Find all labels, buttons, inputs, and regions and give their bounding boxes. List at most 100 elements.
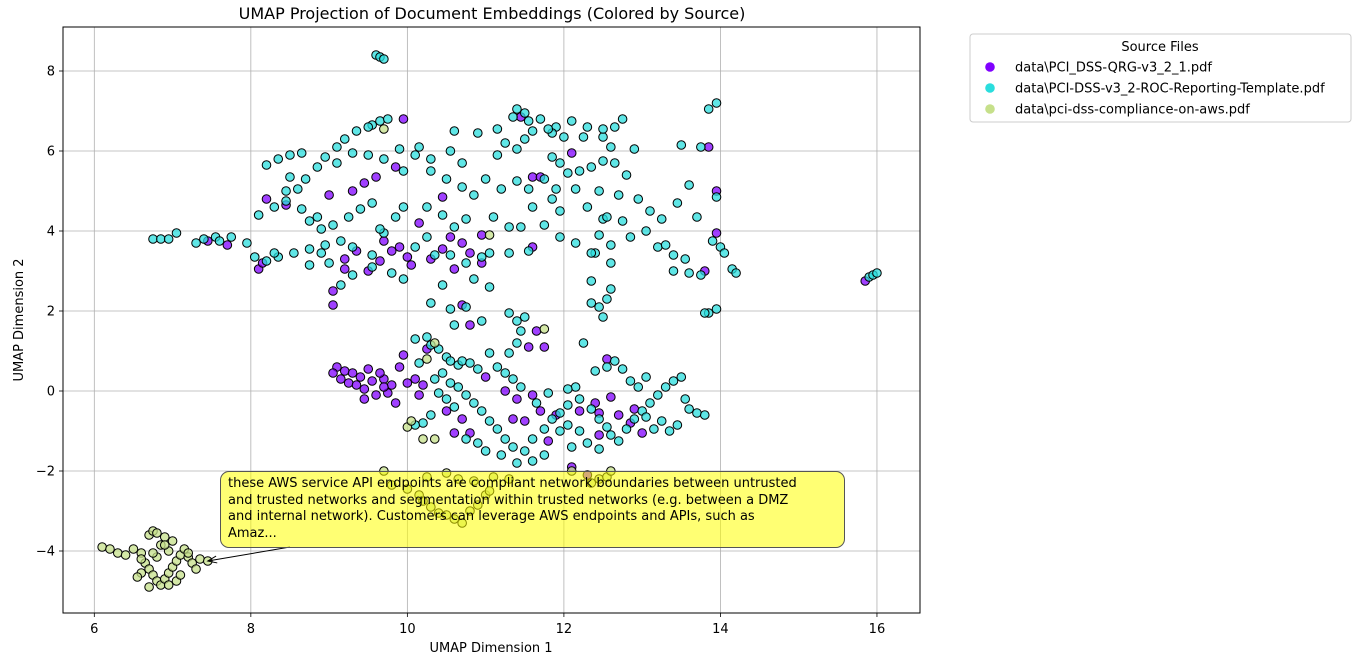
scatter-point xyxy=(484,416,495,426)
scatter-point xyxy=(402,252,413,262)
scatter-point xyxy=(347,242,358,252)
scatter-point xyxy=(711,228,722,238)
scatter-point xyxy=(367,250,377,260)
scatter-point xyxy=(606,430,616,440)
scatter-point xyxy=(328,300,338,310)
scatter-point xyxy=(711,304,722,314)
scatter-point xyxy=(598,124,608,134)
scatter-point xyxy=(332,158,342,168)
scatter-point xyxy=(226,232,237,242)
legend-entry-label: data\PCI-DSS-v3_2-ROC-Reporting-Template… xyxy=(1015,82,1325,97)
scatter-point xyxy=(191,564,201,574)
scatter-point xyxy=(461,214,471,224)
scatter-point xyxy=(653,242,663,252)
scatter-point xyxy=(300,174,311,184)
scatter-point xyxy=(594,230,604,240)
scatter-point xyxy=(613,410,624,420)
scatter-point xyxy=(269,248,280,258)
scatter-point xyxy=(492,150,503,160)
scatter-point xyxy=(422,354,432,364)
scatter-point xyxy=(402,378,413,388)
scatter-point xyxy=(641,226,651,236)
scatter-point xyxy=(152,528,162,538)
scatter-point xyxy=(437,368,448,378)
scatter-point xyxy=(594,186,604,196)
scatter-point xyxy=(410,242,420,252)
scatter-point xyxy=(445,304,456,314)
chart-title: UMAP Projection of Document Embeddings (… xyxy=(239,4,746,23)
scatter-point xyxy=(445,356,456,366)
scatter-point xyxy=(398,166,409,176)
scatter-point xyxy=(692,408,702,418)
scatter-point xyxy=(476,316,487,326)
scatter-point xyxy=(355,372,366,382)
scatter-point xyxy=(410,334,420,344)
scatter-point xyxy=(105,544,115,554)
scatter-point xyxy=(469,398,479,408)
scatter-point xyxy=(347,186,358,196)
scatter-point xyxy=(461,390,471,400)
scatter-point xyxy=(633,194,644,204)
scatter-point xyxy=(539,450,550,460)
scatter-point xyxy=(414,218,424,228)
scatter-point xyxy=(312,162,323,172)
scatter-point xyxy=(594,444,604,454)
legend-marker xyxy=(985,62,995,72)
y-tick-label: −4 xyxy=(36,545,55,560)
scatter-point xyxy=(269,202,280,212)
scatter-point xyxy=(539,174,550,184)
scatter-point xyxy=(699,410,710,420)
scatter-point xyxy=(625,376,636,386)
scatter-point xyxy=(171,228,182,238)
scatter-point xyxy=(144,582,154,592)
scatter-point xyxy=(351,126,362,136)
scatter-point xyxy=(649,424,659,434)
scatter-point xyxy=(449,222,460,232)
scatter-point xyxy=(253,210,264,220)
scatter-point xyxy=(304,216,315,226)
scatter-point xyxy=(535,114,546,124)
scatter-point xyxy=(680,394,691,404)
scatter-point xyxy=(731,268,741,278)
scatter-point xyxy=(339,134,350,144)
scatter-point xyxy=(512,394,522,404)
scatter-point xyxy=(508,442,518,452)
scatter-point xyxy=(457,238,467,248)
scatter-point xyxy=(570,184,581,194)
scatter-point xyxy=(363,364,374,374)
scatter-point xyxy=(422,332,432,342)
scatter-point xyxy=(355,204,366,214)
scatter-point xyxy=(336,280,346,290)
scatter-point xyxy=(422,232,432,242)
scatter-point xyxy=(637,428,647,438)
scatter-point xyxy=(656,416,667,426)
scatter-point xyxy=(359,394,370,404)
scatter-point xyxy=(281,186,291,196)
scatter-point xyxy=(398,202,409,212)
scatter-point xyxy=(488,212,499,222)
scatter-point xyxy=(480,372,491,382)
scatter-point xyxy=(586,404,597,414)
scatter-point xyxy=(367,262,377,272)
scatter-point xyxy=(602,362,612,372)
scatter-point xyxy=(543,124,554,134)
scatter-point xyxy=(512,104,522,114)
scatter-point xyxy=(441,174,452,184)
scatter-point xyxy=(394,242,405,252)
scatter-point xyxy=(422,202,432,212)
scatter-point xyxy=(570,238,581,248)
scatter-point xyxy=(148,548,158,558)
scatter-point xyxy=(379,236,389,246)
scatter-point xyxy=(527,172,538,182)
scatter-point xyxy=(320,240,330,250)
scatter-point xyxy=(437,210,448,220)
scatter-point xyxy=(582,122,593,132)
scatter-point xyxy=(414,142,424,152)
scatter-point xyxy=(707,236,718,246)
scatter-point xyxy=(617,364,628,374)
scatter-point xyxy=(527,126,538,136)
scatter-point xyxy=(375,368,385,378)
x-tick-label: 6 xyxy=(90,622,98,637)
scatter-point xyxy=(214,236,225,246)
